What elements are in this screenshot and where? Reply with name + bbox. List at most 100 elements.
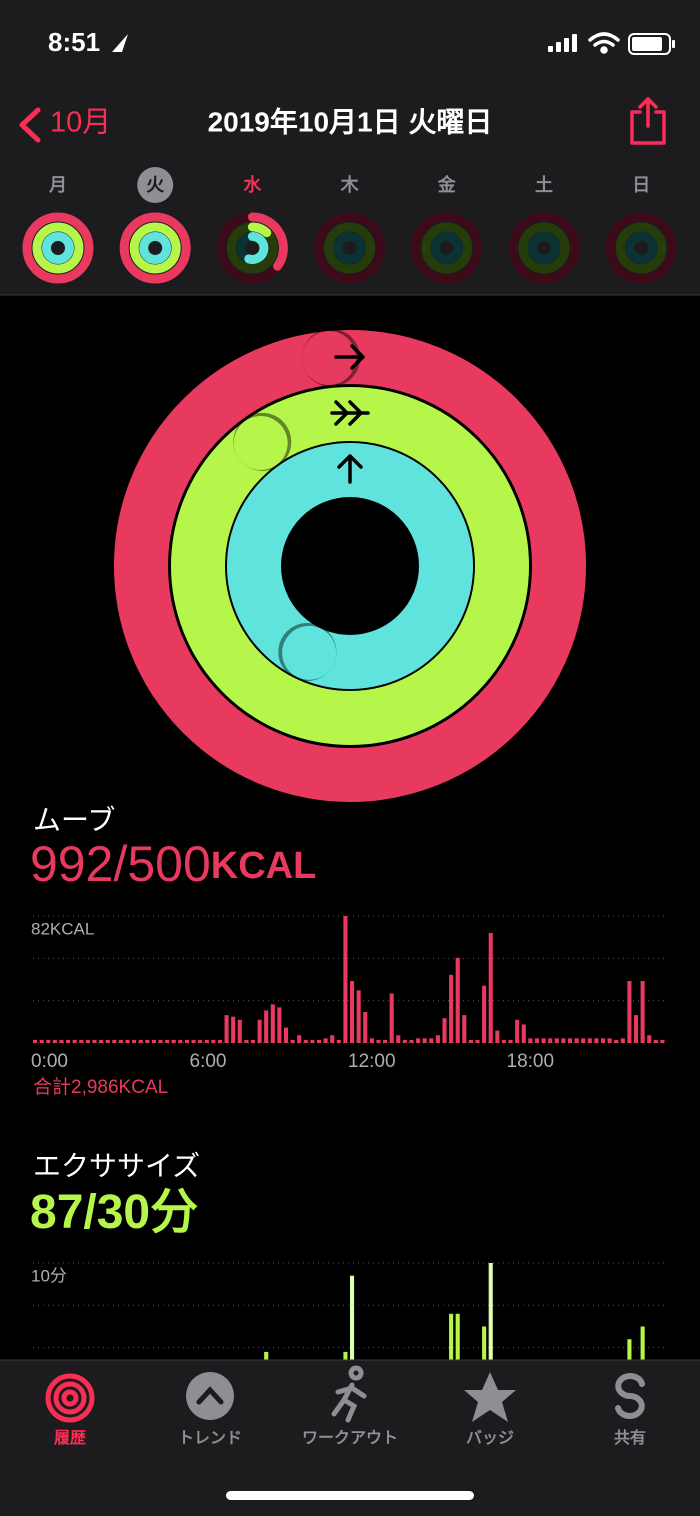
ring-progress — [227, 443, 473, 689]
bar — [587, 1038, 592, 1043]
exercise-label: エクササイズ — [33, 1150, 200, 1181]
tab-label[interactable]: トレンド — [178, 1430, 242, 1447]
ring-track — [605, 212, 677, 284]
bar — [52, 1039, 57, 1043]
bar — [264, 1010, 269, 1043]
bar — [600, 1038, 606, 1043]
history-icon — [53, 1381, 87, 1415]
bar — [574, 1038, 579, 1043]
weekday-label[interactable]: 木 — [340, 174, 360, 195]
bar — [59, 1039, 64, 1043]
weekday-label[interactable]: 月 — [48, 175, 67, 195]
bar — [244, 1039, 249, 1043]
bar — [46, 1039, 51, 1043]
bar — [356, 990, 361, 1043]
bar — [515, 1019, 520, 1043]
workout-icon — [331, 1365, 367, 1423]
separator: / — [113, 836, 127, 892]
weekday-label[interactable]: 水 — [243, 174, 262, 195]
bar — [607, 1038, 612, 1043]
ring-track — [615, 222, 667, 274]
bar — [482, 1326, 487, 1390]
ring-progress — [139, 232, 172, 264]
bar — [343, 916, 348, 1043]
bar — [508, 1039, 513, 1043]
tab-label[interactable]: バッジ — [466, 1429, 514, 1447]
location-icon — [112, 34, 128, 52]
ring-track — [508, 212, 580, 284]
tab-label[interactable]: 履歴 — [54, 1429, 86, 1447]
bar — [482, 985, 487, 1043]
bar — [633, 1015, 639, 1043]
bar — [204, 1039, 209, 1043]
bar — [468, 1039, 473, 1043]
ring-cap — [41, 260, 51, 270]
move-label: ムーブ — [33, 804, 115, 835]
history-icon — [45, 1373, 95, 1423]
bar — [363, 1012, 368, 1043]
bar — [396, 1035, 401, 1043]
bar — [462, 1015, 467, 1043]
bar — [217, 1039, 223, 1043]
battery-icon — [628, 33, 675, 55]
bar — [501, 1039, 506, 1043]
bar — [171, 1039, 176, 1043]
ring-progress — [129, 222, 181, 274]
ring-track — [518, 222, 570, 274]
goal: 30 — [97, 1186, 150, 1239]
bar — [561, 1038, 566, 1043]
signal-icon — [548, 34, 577, 52]
bar — [376, 1039, 381, 1043]
ring-cap — [147, 212, 157, 222]
back-button[interactable]: 10月 — [50, 107, 111, 139]
bar — [151, 1039, 156, 1043]
nav-title: 2019年10月1日 火曜日 — [208, 105, 493, 137]
tab-label[interactable]: ワークアウト — [302, 1429, 398, 1447]
bar — [660, 1039, 665, 1043]
x-tick-label: 18:00 — [507, 1051, 555, 1072]
ring-track — [528, 232, 560, 264]
ring-cap — [82, 253, 92, 263]
bar — [653, 1039, 658, 1043]
history-icon — [61, 1389, 79, 1407]
bar — [409, 1039, 414, 1043]
bar — [323, 1038, 328, 1043]
ring-progress — [32, 222, 84, 274]
wifi-icon — [588, 32, 620, 54]
badges-icon — [464, 1372, 516, 1422]
bar — [237, 1019, 242, 1043]
unit: 分 — [150, 1186, 198, 1239]
bar — [330, 1035, 335, 1043]
value: 87 — [30, 1186, 83, 1239]
bar — [336, 1039, 341, 1043]
ring-track — [411, 212, 483, 284]
ring-cap — [302, 331, 357, 386]
bar — [581, 1038, 586, 1043]
weekday-label[interactable]: 金 — [437, 174, 457, 195]
bar — [224, 1015, 229, 1043]
y-tick-label: 10分 — [31, 1266, 67, 1285]
bar — [521, 1024, 526, 1043]
bar — [270, 1004, 275, 1043]
ring-track — [314, 212, 386, 284]
ring-progress — [244, 232, 269, 264]
bar — [191, 1039, 196, 1043]
share-button[interactable] — [630, 97, 666, 145]
weekday-label[interactable]: 土 — [535, 175, 553, 195]
bar — [548, 1038, 553, 1043]
bar — [132, 1039, 137, 1043]
home-indicator — [226, 1491, 474, 1500]
status-time: 8:51 — [48, 27, 100, 57]
back-chevron[interactable] — [19, 107, 41, 143]
bar — [145, 1039, 150, 1043]
bar — [495, 1030, 500, 1043]
tab-label[interactable]: 共有 — [614, 1428, 646, 1447]
bar — [614, 1039, 619, 1043]
bar — [66, 1039, 71, 1043]
bar — [442, 1018, 447, 1043]
weekday-label[interactable]: 日 — [632, 175, 650, 195]
bar — [39, 1039, 44, 1043]
weekday-label[interactable]: 火 — [146, 175, 165, 195]
bar — [310, 1039, 315, 1043]
bar — [85, 1039, 90, 1043]
